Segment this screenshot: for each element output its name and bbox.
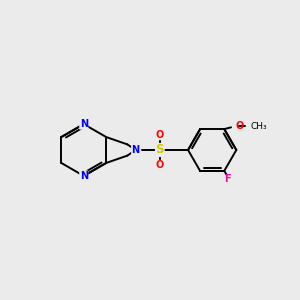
Text: N: N <box>80 119 88 129</box>
Text: F: F <box>224 174 230 184</box>
Text: O: O <box>236 121 244 131</box>
Text: N: N <box>132 145 140 155</box>
Text: N: N <box>80 171 88 181</box>
Text: CH₃: CH₃ <box>250 122 267 130</box>
Text: O: O <box>156 130 164 140</box>
Text: O: O <box>156 160 164 170</box>
Text: S: S <box>155 143 164 157</box>
